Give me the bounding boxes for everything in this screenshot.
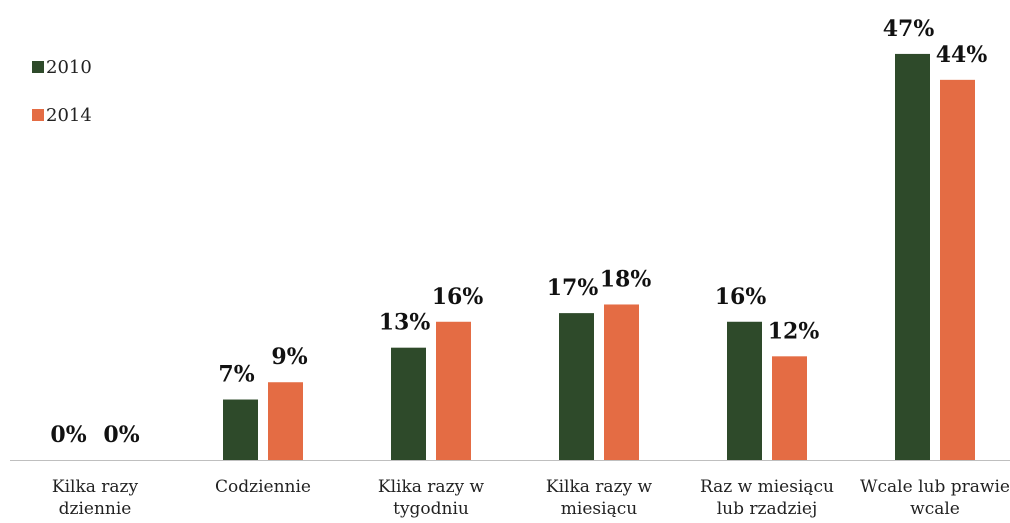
bar bbox=[727, 321, 762, 460]
legend-label: 2014 bbox=[46, 105, 92, 126]
data-label: 16% bbox=[432, 284, 484, 310]
x-tick-label: Wcale lub prawie wcale bbox=[860, 477, 1010, 519]
data-label: 0% bbox=[103, 422, 139, 448]
bar bbox=[223, 399, 258, 460]
x-tick-label: Kilka razy w miesiącu bbox=[545, 477, 653, 519]
data-label: 17% bbox=[547, 275, 599, 301]
x-tick-label: Kilka razy dziennie bbox=[51, 477, 139, 519]
data-label: 0% bbox=[50, 422, 86, 448]
data-label: 9% bbox=[271, 344, 307, 370]
data-label: 18% bbox=[600, 266, 652, 292]
data-label: 12% bbox=[768, 318, 820, 344]
data-label: 44% bbox=[936, 42, 988, 68]
bar bbox=[391, 347, 426, 460]
bar bbox=[895, 53, 930, 461]
data-label: 7% bbox=[218, 362, 254, 388]
bar bbox=[772, 356, 807, 460]
bar bbox=[940, 79, 975, 460]
legend-swatch bbox=[32, 61, 44, 73]
data-label: 47% bbox=[883, 16, 935, 42]
legend-label: 2010 bbox=[46, 57, 92, 78]
bar bbox=[604, 304, 639, 460]
bar bbox=[559, 313, 594, 460]
data-label: 16% bbox=[715, 284, 767, 310]
data-label: 13% bbox=[379, 310, 431, 336]
bar bbox=[436, 321, 471, 460]
x-tick-label: Codziennie bbox=[215, 477, 311, 497]
bar bbox=[268, 382, 303, 460]
x-tick-label: Klika razy w tygodniu bbox=[377, 477, 485, 519]
x-tick-label: Raz w miesiącu lub rzadziej bbox=[699, 477, 835, 519]
legend-swatch bbox=[32, 109, 44, 121]
